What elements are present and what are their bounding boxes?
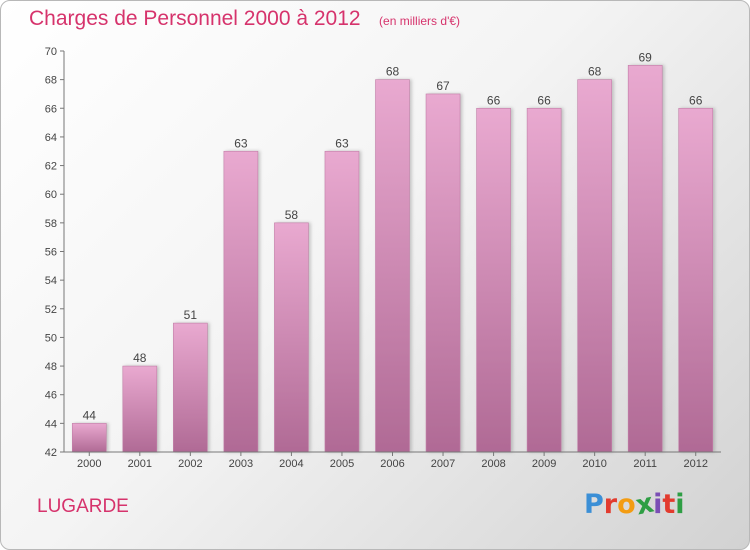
bar-2002 bbox=[173, 322, 208, 453]
commune-name: LUGARDE bbox=[37, 496, 129, 517]
x-tick-label-2002: 2002 bbox=[178, 458, 202, 470]
logo-letter: i bbox=[675, 489, 685, 520]
y-tick-label: 54 bbox=[45, 275, 57, 287]
bar-2001 bbox=[122, 365, 158, 453]
y-tick-label: 60 bbox=[45, 189, 57, 201]
y-tick-label: 58 bbox=[45, 218, 57, 230]
data-label-2007: 67 bbox=[436, 79, 450, 93]
bar-2008 bbox=[476, 107, 511, 453]
data-label-2008: 66 bbox=[487, 93, 501, 107]
x-tick-label-2011: 2011 bbox=[633, 458, 657, 470]
data-label-2005: 63 bbox=[335, 136, 349, 150]
data-label-2006: 68 bbox=[386, 65, 400, 79]
x-tick-label-2000: 2000 bbox=[77, 458, 101, 470]
y-tick-label: 42 bbox=[45, 447, 57, 459]
logo-letter: o bbox=[617, 489, 636, 520]
bar-2010 bbox=[577, 79, 612, 453]
bar-2000 bbox=[71, 423, 107, 453]
title-row: Charges de Personnel 2000 à 2012 (en mil… bbox=[29, 7, 460, 31]
y-tick-label: 44 bbox=[45, 418, 57, 430]
bar-2011 bbox=[627, 65, 663, 453]
y-tick-label: 68 bbox=[45, 75, 57, 87]
logo-letter: P bbox=[584, 489, 604, 520]
y-tick-label: 70 bbox=[45, 46, 57, 58]
bar-2006 bbox=[375, 79, 410, 453]
x-tick-label-2010: 2010 bbox=[582, 458, 606, 470]
x-tick-label-2009: 2009 bbox=[532, 458, 556, 470]
x-tick-label-2005: 2005 bbox=[330, 458, 354, 470]
y-tick-label: 52 bbox=[45, 304, 57, 316]
bars-group: 44 48 51 63 58 63 68 67 66 66 68 69 66 bbox=[71, 50, 714, 453]
y-tick-label: 56 bbox=[45, 247, 57, 259]
chart-unit: (en milliers d'€) bbox=[379, 14, 461, 28]
y-axis: 42 44 46 48 50 52 54 56 58 60 62 64 66 68 70 bbox=[45, 46, 65, 459]
logo-letter: r bbox=[603, 489, 618, 520]
chart-title: Charges de Personnel 2000 à 2012 bbox=[29, 7, 361, 30]
x-tick-label-2007: 2007 bbox=[431, 458, 455, 470]
y-tick-label: 46 bbox=[45, 390, 57, 402]
x-tick-label-2001: 2001 bbox=[128, 458, 152, 470]
y-tick-label: 48 bbox=[45, 361, 57, 373]
y-tick-label: 66 bbox=[45, 103, 57, 115]
data-label-2004: 58 bbox=[285, 208, 299, 222]
bar-2012 bbox=[678, 107, 714, 453]
x-axis: 2000 2001 2002 2003 2004 2005 2006 2007 2008 2009… bbox=[64, 451, 721, 470]
data-label-2002: 51 bbox=[184, 308, 198, 322]
y-tick-label: 50 bbox=[45, 332, 57, 344]
data-label-2010: 68 bbox=[588, 65, 602, 79]
bar-2007 bbox=[425, 93, 461, 453]
bar-2005 bbox=[324, 150, 360, 453]
x-tick-label-2004: 2004 bbox=[279, 458, 303, 470]
data-label-2009: 66 bbox=[537, 93, 551, 107]
data-label-2000: 44 bbox=[83, 408, 97, 422]
logo-letter: t bbox=[662, 489, 676, 520]
data-label-2012: 66 bbox=[689, 93, 703, 107]
bar-2003 bbox=[223, 150, 259, 453]
x-tick-label-2006: 2006 bbox=[380, 458, 404, 470]
proxiti-logo[interactable]: Proxiti bbox=[584, 488, 685, 522]
y-tick-label: 62 bbox=[45, 161, 57, 173]
y-tick-label: 64 bbox=[45, 132, 57, 144]
bar-2009 bbox=[526, 107, 562, 453]
x-tick-label-2008: 2008 bbox=[481, 458, 505, 470]
bar-2004 bbox=[274, 222, 309, 453]
data-label-2001: 48 bbox=[133, 351, 147, 365]
data-label-2003: 63 bbox=[234, 136, 248, 150]
logo-letter: i bbox=[653, 489, 663, 520]
data-label-2011: 69 bbox=[639, 50, 653, 64]
x-tick-label-2012: 2012 bbox=[683, 458, 707, 470]
x-tick-label-2003: 2003 bbox=[229, 458, 253, 470]
